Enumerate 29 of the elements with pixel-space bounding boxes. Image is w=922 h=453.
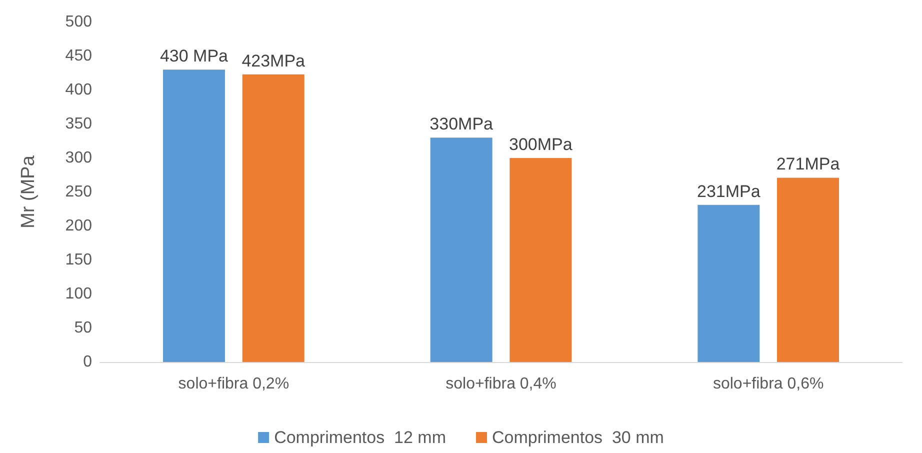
data-label: 231MPa xyxy=(696,182,761,201)
x-tick-label: solo+fibra 0,2% xyxy=(178,376,290,392)
y-tick-label: 0 xyxy=(83,354,92,370)
legend-label: Comprimentos 12 mm xyxy=(274,428,446,447)
bar xyxy=(430,138,492,362)
bar xyxy=(510,158,572,362)
x-tick-label: solo+fibra 0,4% xyxy=(446,376,556,392)
data-label: 423MPa xyxy=(242,51,306,70)
y-tick-label: 450 xyxy=(65,48,92,64)
bar xyxy=(777,178,840,362)
data-label: 430 MPa xyxy=(160,46,229,66)
y-tick-label: 250 xyxy=(65,184,92,200)
y-tick-label: 400 xyxy=(65,82,92,98)
y-tick-label: 100 xyxy=(65,286,92,302)
data-label: 271MPa xyxy=(776,154,840,174)
x-tick-label: solo+fibra 0,6% xyxy=(712,376,824,392)
data-label: 300MPa xyxy=(509,135,573,154)
y-axis-title: Mr (MPa xyxy=(18,155,39,228)
y-tick-label: 350 xyxy=(65,116,92,132)
legend-label: Comprimentos 30 mm xyxy=(492,428,664,447)
bar xyxy=(242,74,304,362)
bar xyxy=(162,70,225,362)
y-tick-label: 50 xyxy=(74,320,92,336)
y-tick-label: 300 xyxy=(65,150,92,166)
y-tick-label: 150 xyxy=(65,252,92,268)
y-tick-label: 500 xyxy=(65,14,92,30)
bar xyxy=(698,204,760,362)
data-label: 330MPa xyxy=(430,114,494,134)
y-tick-label: 200 xyxy=(65,218,92,234)
